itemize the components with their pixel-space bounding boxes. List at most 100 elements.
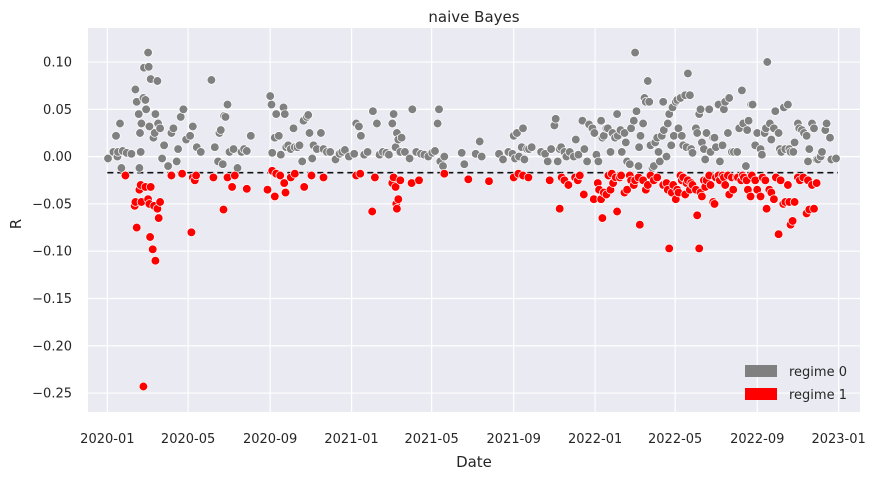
y-tick-labels: 0.10 0.05 0.00 −0.05 −0.10 −0.15 −0.20 −0.25 [32,56,72,402]
data-point [115,118,125,129]
data-point [372,118,382,129]
data-point [144,121,155,132]
data-point [299,182,309,192]
data-point [166,170,177,181]
data-point [274,131,284,141]
data-point [186,227,197,237]
data-point [658,97,668,107]
data-point [188,121,198,132]
data-point [579,144,590,154]
plot-area [88,28,860,412]
data-point [742,125,752,135]
data-point [177,169,187,179]
data-point [783,99,793,110]
data-point [831,153,841,164]
legend: regime 0 regime 1 [745,365,847,403]
data-point [543,156,553,167]
data-point [306,170,317,181]
data-point [788,147,798,157]
data-point [390,182,401,192]
legend-label: regime 0 [789,365,847,380]
data-point [629,116,639,126]
data-point [216,125,226,135]
x-axis-label: Date [456,453,492,471]
data-point [803,156,813,167]
data-point [773,229,784,239]
data-point [267,148,277,158]
data-point [643,76,653,86]
data-point [475,136,485,147]
data-point [393,194,403,204]
data-point [387,118,397,129]
data-point [631,106,642,116]
y-axis-label: R [7,219,25,229]
data-point [132,222,142,233]
data-point [769,194,779,204]
data-point [704,104,714,114]
data-point [307,153,317,164]
data-point [316,128,326,138]
data-point [770,106,780,116]
data-point [126,149,137,159]
data-point [484,176,494,186]
data-point [280,109,290,119]
legend-label: regime 1 [789,388,847,403]
data-point [695,104,706,114]
data-point [633,161,644,171]
data-point [773,128,784,138]
data-point [242,184,252,194]
data-point [719,104,729,114]
data-point [265,91,275,101]
data-point [367,206,377,217]
data-point [477,151,487,162]
data-point [625,159,635,169]
data-point [159,140,169,150]
data-point [191,170,201,181]
data-point [438,161,448,171]
data-point [811,178,822,188]
data-point [279,178,289,188]
data-point [700,154,710,165]
data-point [400,147,410,157]
data-point [666,140,676,150]
data-point [218,159,228,169]
data-point [789,137,800,148]
data-point [518,123,528,133]
data-point [138,381,149,392]
chart-title: naive Bayes [428,8,519,26]
data-point [519,154,530,165]
data-point [573,150,584,160]
data-point [134,163,145,173]
data-point [144,62,154,72]
data-point [801,131,812,141]
data-point [575,170,585,181]
data-point [683,68,693,79]
data-point [136,147,146,157]
data-point [303,110,313,120]
data-point [388,109,399,119]
data-point [701,128,712,138]
data-point [804,144,814,154]
data-point [275,170,285,181]
data-point [136,118,147,129]
data-point [368,106,378,116]
data-point [384,150,394,160]
series-regime-1 [120,166,822,392]
data-point [196,147,206,157]
data-point [116,163,127,173]
data-point [222,99,233,110]
data-point [596,116,606,126]
data-point [356,131,366,141]
data-point [715,156,725,167]
data-point [619,128,630,138]
y-tick-label: 0.10 [43,56,72,71]
data-point [809,204,819,214]
x-tick-label: 2020-01 [80,432,134,447]
data-point [150,109,161,119]
data-point [638,118,648,129]
data-point [163,161,173,171]
data-point [692,210,702,220]
data-point [270,191,280,202]
data-point [459,159,469,169]
data-point [463,174,473,184]
